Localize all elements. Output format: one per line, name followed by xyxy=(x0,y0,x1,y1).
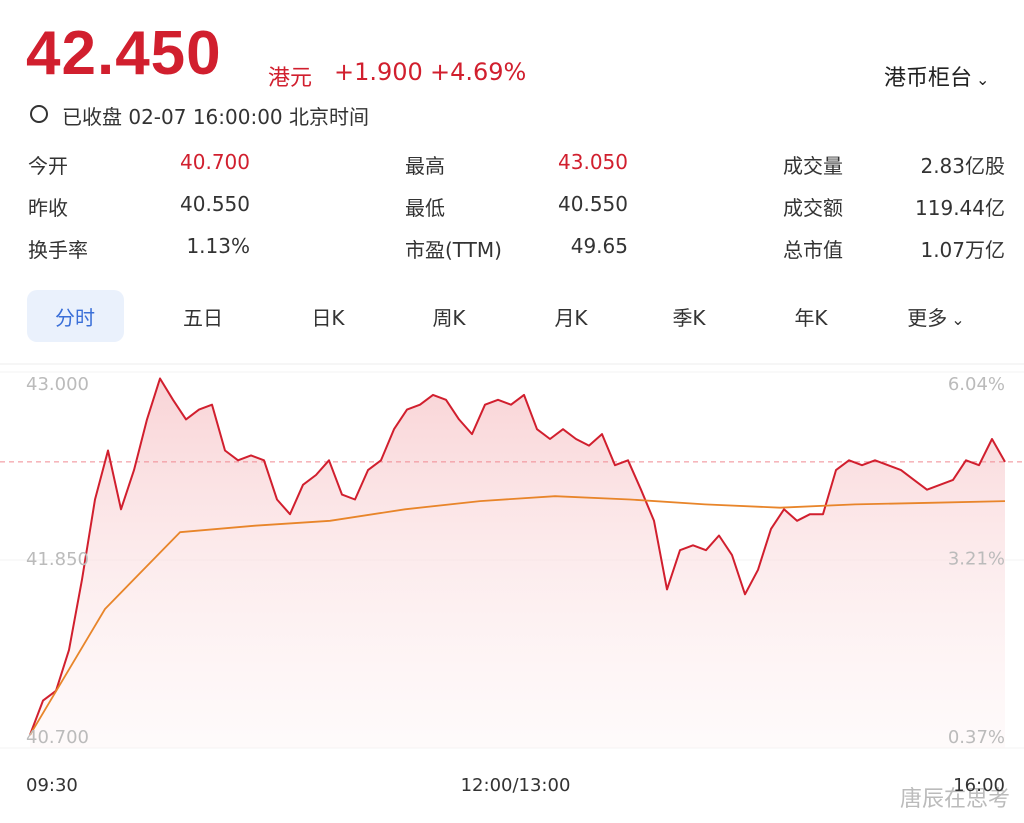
change-pct: +4.69% xyxy=(430,58,527,86)
stat-label: 成交量 xyxy=(783,154,843,178)
chevron: ⌄ xyxy=(976,70,990,89)
tab[interactable]: 季K xyxy=(672,306,706,330)
price-line xyxy=(29,377,1006,736)
stat-value: 2.83亿股 xyxy=(920,154,1005,178)
stat-label: 市盈(TTM) xyxy=(405,238,502,262)
stat-value: 49.65 xyxy=(570,234,628,258)
stat-value: 40.700 xyxy=(180,150,250,174)
stat-label: 昨收 xyxy=(28,196,68,220)
tab[interactable]: 分时 xyxy=(55,306,95,330)
status: 已收盘 02-07 16:00:00 北京时间 xyxy=(62,105,370,129)
stat-value: 40.550 xyxy=(558,192,628,216)
status-icon xyxy=(30,105,48,123)
x-tick-label: 09:30 xyxy=(26,775,78,796)
x-tick-label: 16:00 xyxy=(953,775,1005,796)
stat-label: 今开 xyxy=(28,154,68,178)
stat-label: 最高 xyxy=(405,154,445,178)
stat-label: 成交额 xyxy=(783,196,843,220)
price: 42.450 xyxy=(26,19,222,88)
change: +1.900 xyxy=(334,58,423,86)
tab[interactable]: 年K xyxy=(794,306,828,330)
watermark: 唐辰在思考 xyxy=(900,787,1010,812)
stat-value: 1.13% xyxy=(186,234,250,258)
tab[interactable]: 周K xyxy=(432,306,466,330)
y-tick-label: 41.850 xyxy=(26,549,89,570)
stat-value: 40.550 xyxy=(180,192,250,216)
stat-label: 换手率 xyxy=(28,238,88,262)
tab[interactable]: 月K xyxy=(554,306,588,330)
tab-highlight xyxy=(27,290,124,342)
counter-select[interactable]: 港币柜台 ⌄ xyxy=(884,60,989,92)
chevron: ⌄ xyxy=(951,310,965,329)
stat-label: 最低 xyxy=(405,196,445,220)
tab[interactable]: 五日 xyxy=(183,306,223,330)
currency: 港元 xyxy=(268,66,313,91)
y-tick-label: 40.700 xyxy=(26,727,89,748)
tab[interactable]: 更多 ⌄ xyxy=(907,306,965,330)
y2-tick-label: 6.04% xyxy=(948,374,1005,395)
counter-label: 港币柜台 xyxy=(884,66,973,91)
stat-label: 总市值 xyxy=(783,238,843,262)
y2-tick-label: 0.37% xyxy=(948,727,1005,748)
x-tick-label: 12:00/13:00 xyxy=(461,775,571,796)
area xyxy=(30,378,1005,748)
stat-value: 43.050 xyxy=(558,150,628,174)
tab[interactable]: 日K xyxy=(311,306,345,330)
stat-value: 119.44亿 xyxy=(915,196,1005,220)
y-tick-label: 43.000 xyxy=(26,374,89,395)
y2-tick-label: 3.21% xyxy=(948,549,1005,570)
price-line xyxy=(29,495,1006,736)
stat-value: 1.07万亿 xyxy=(920,238,1005,262)
